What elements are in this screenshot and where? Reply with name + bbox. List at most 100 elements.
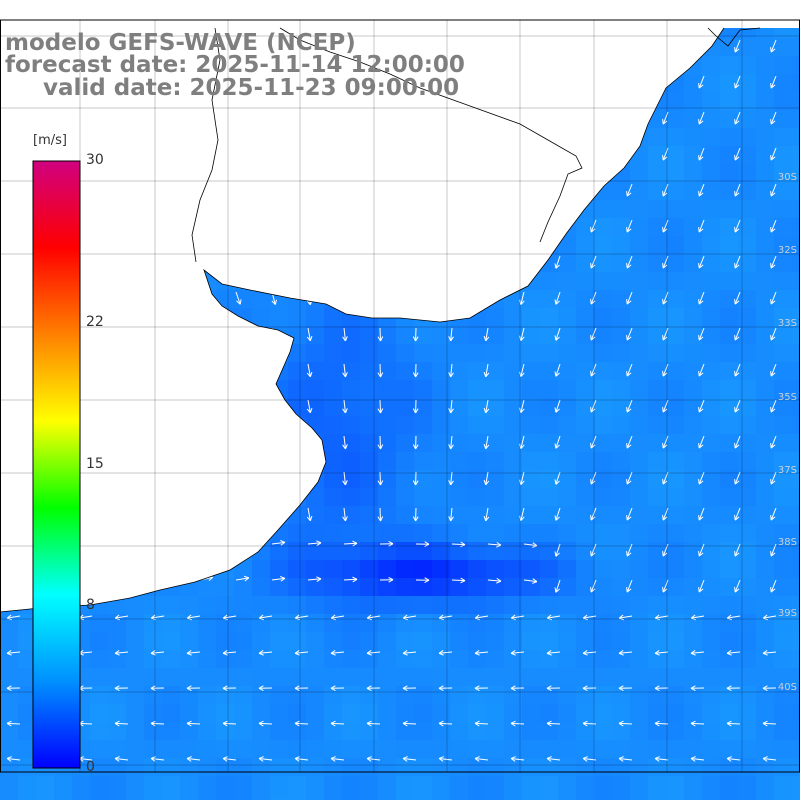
wind-cell [54, 776, 73, 795]
wind-arrow [726, 685, 741, 692]
wind-cell [270, 164, 289, 183]
wind-cell [522, 38, 541, 57]
wind-cell [540, 776, 559, 795]
wind-cell [792, 668, 800, 687]
wind-arrow [306, 147, 313, 162]
wind-cell [558, 776, 577, 795]
wind-cell [234, 290, 253, 309]
wind-arrow [306, 219, 313, 234]
wind-cell [792, 272, 800, 291]
wind-cell [198, 704, 217, 723]
wind-cell [450, 362, 469, 381]
wind-cell [756, 38, 775, 57]
wind-cell [666, 470, 685, 489]
wind-cell [306, 182, 325, 201]
wind-cell [342, 110, 361, 129]
wind-arrow [199, 507, 207, 521]
wind-cell [414, 146, 433, 165]
wind-cell [162, 434, 181, 453]
wind-cell [360, 434, 379, 453]
wind-cell [216, 344, 235, 363]
wind-cell [666, 56, 685, 75]
wind-arrow [474, 650, 489, 656]
wind-cell [342, 758, 361, 777]
wind-cell [270, 596, 289, 615]
wind-cell [450, 794, 469, 800]
wind-cell [360, 506, 379, 525]
wind-cell [468, 164, 487, 183]
wind-cell [432, 326, 451, 345]
wind-cell [576, 542, 595, 561]
wind-cell [270, 488, 289, 507]
wind-cell [0, 380, 19, 399]
wind-arrow [546, 650, 561, 656]
wind-cell [270, 272, 289, 291]
wind-arrow [91, 435, 101, 448]
wind-cell [630, 236, 649, 255]
wind-cell [756, 110, 775, 129]
wind-cell [324, 416, 343, 435]
wind-cell [756, 686, 775, 705]
wind-cell [414, 596, 433, 615]
wind-cell [486, 578, 505, 597]
wind-arrow [618, 756, 633, 762]
wind-arrow [306, 435, 313, 450]
wind-cell [360, 488, 379, 507]
wind-cell [738, 110, 757, 129]
wind-arrow [662, 363, 669, 377]
wind-cell [558, 524, 577, 543]
wind-cell [540, 794, 559, 800]
wind-cell [450, 578, 469, 597]
wind-cell [234, 308, 253, 327]
wind-cell [162, 344, 181, 363]
wind-cell [576, 524, 595, 543]
wind-cell [324, 110, 343, 129]
wind-cell [324, 650, 343, 669]
wind-cell [594, 326, 613, 345]
wind-cell [648, 344, 667, 363]
wind-arrow [554, 255, 561, 269]
wind-cell [162, 560, 181, 579]
wind-cell [54, 794, 73, 800]
wind-cell [90, 398, 109, 417]
wind-cell [702, 758, 721, 777]
wind-cell [576, 182, 595, 201]
wind-cell [396, 344, 415, 363]
wind-cell [630, 650, 649, 669]
wind-cell [180, 164, 199, 183]
wind-cell [0, 272, 19, 291]
wind-cell [378, 452, 397, 471]
wind-cell [558, 110, 577, 129]
wind-cell [720, 200, 739, 219]
wind-cell [630, 740, 649, 759]
wind-cell [648, 434, 667, 453]
wind-arrow [412, 399, 419, 414]
wind-cell [216, 200, 235, 219]
wind-cell [594, 686, 613, 705]
wind-arrow [342, 219, 348, 234]
wind-cell [198, 236, 217, 255]
wind-cell [144, 362, 163, 381]
wind-cell [486, 56, 505, 75]
wind-arrow [19, 399, 30, 410]
wind-arrow [626, 183, 633, 197]
wind-arrow [6, 685, 21, 692]
wind-cell [270, 200, 289, 219]
wind-cell [468, 632, 487, 651]
wind-cell [288, 236, 307, 255]
wind-cell [342, 236, 361, 255]
wind-cell [630, 218, 649, 237]
wind-cell [108, 254, 127, 273]
wind-arrow [127, 147, 136, 160]
wind-cell [378, 596, 397, 615]
wind-cell [90, 614, 109, 633]
wind-cell [486, 344, 505, 363]
wind-cell [234, 218, 253, 237]
wind-cell [792, 236, 800, 255]
wind-cell [684, 344, 703, 363]
wind-cell [234, 272, 253, 291]
wind-cell [576, 578, 595, 597]
wind-cell [702, 272, 721, 291]
wind-cell [144, 380, 163, 399]
wind-cell [0, 758, 19, 777]
